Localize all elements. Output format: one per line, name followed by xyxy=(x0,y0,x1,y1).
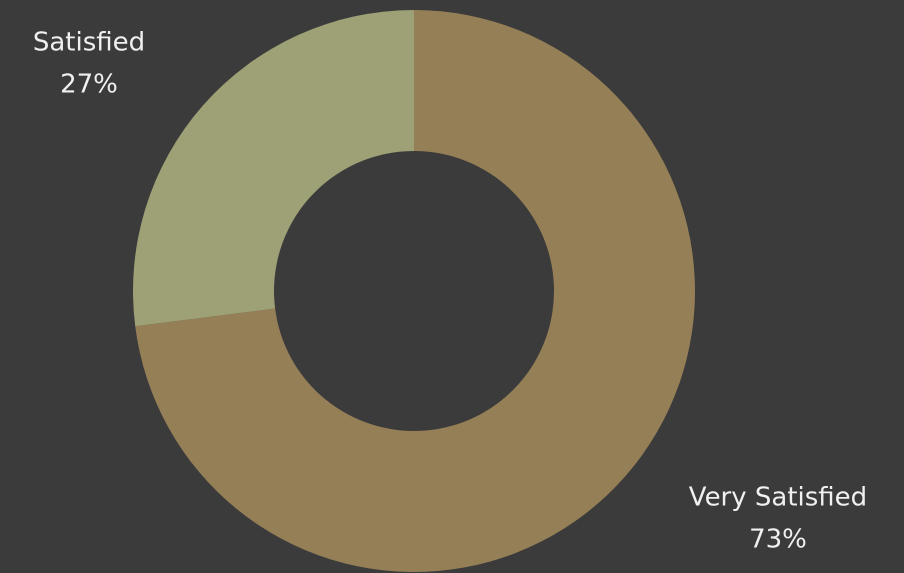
donut-slice xyxy=(133,10,414,327)
slice-label: Very Satisfied xyxy=(689,483,867,513)
slice-value-label: 27% xyxy=(60,70,118,100)
slice-value-label: 73% xyxy=(749,525,807,555)
slice-label: Satisfied xyxy=(33,28,145,58)
donut-slice xyxy=(135,10,696,572)
